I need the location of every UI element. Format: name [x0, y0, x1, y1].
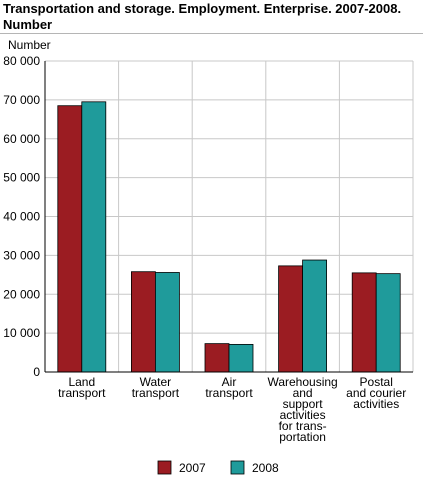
bar-2008-3	[302, 259, 328, 373]
legend-swatch-2008	[230, 460, 245, 475]
y-tick-label: 40 000	[3, 210, 40, 224]
bar-2007-4	[351, 272, 377, 373]
y-tick-label: 80 000	[3, 54, 40, 68]
bar-2007-0	[57, 105, 83, 373]
bar-2008-4	[375, 273, 401, 373]
x-category-label: Air transport	[205, 375, 253, 400]
chart-title-line1: Transportation and storage. Employment. …	[3, 1, 402, 16]
y-tick-label: 0	[33, 365, 40, 379]
chart-title-line2: Number	[3, 17, 53, 32]
legend-swatch-2007	[157, 460, 172, 475]
legend-label-2008: 2008	[252, 461, 279, 475]
legend-label-2007: 2007	[179, 461, 206, 475]
legend: 2007 2008	[157, 460, 279, 475]
y-tick-label: 70 000	[3, 93, 40, 107]
y-tick-label: 10 000	[3, 326, 40, 340]
bars	[57, 101, 401, 373]
bar-2008-2	[228, 343, 254, 373]
bar-2008-0	[81, 101, 107, 373]
y-axis-label: Number	[8, 38, 51, 52]
x-category-labels: Land transport Water transport Air transport W…	[58, 375, 406, 444]
bar-2007-3	[278, 265, 304, 373]
x-category-label: Water transport	[132, 375, 180, 400]
y-tick-label: 30 000	[3, 248, 40, 262]
bar-2007-1	[130, 271, 156, 373]
chart-title: Transportation and storage. Employment. …	[3, 1, 421, 33]
y-tick-label: 20 000	[3, 287, 40, 301]
bar-2007-2	[204, 343, 230, 373]
title-divider	[0, 33, 423, 34]
y-tick-label: 50 000	[3, 171, 40, 185]
y-tick-labels: 0 10 000 20 000 30 000 40 000 50 000 60 000 70 …	[3, 54, 40, 379]
gridlines	[45, 60, 414, 372]
axes	[44, 61, 413, 373]
x-category-label: Postal and courier activities	[346, 375, 406, 411]
y-tick-label: 60 000	[3, 132, 40, 146]
bar-2008-1	[154, 272, 180, 373]
x-category-label: Land transport	[58, 375, 106, 400]
x-category-label: Warehousing and support activities for trans…	[267, 375, 337, 444]
